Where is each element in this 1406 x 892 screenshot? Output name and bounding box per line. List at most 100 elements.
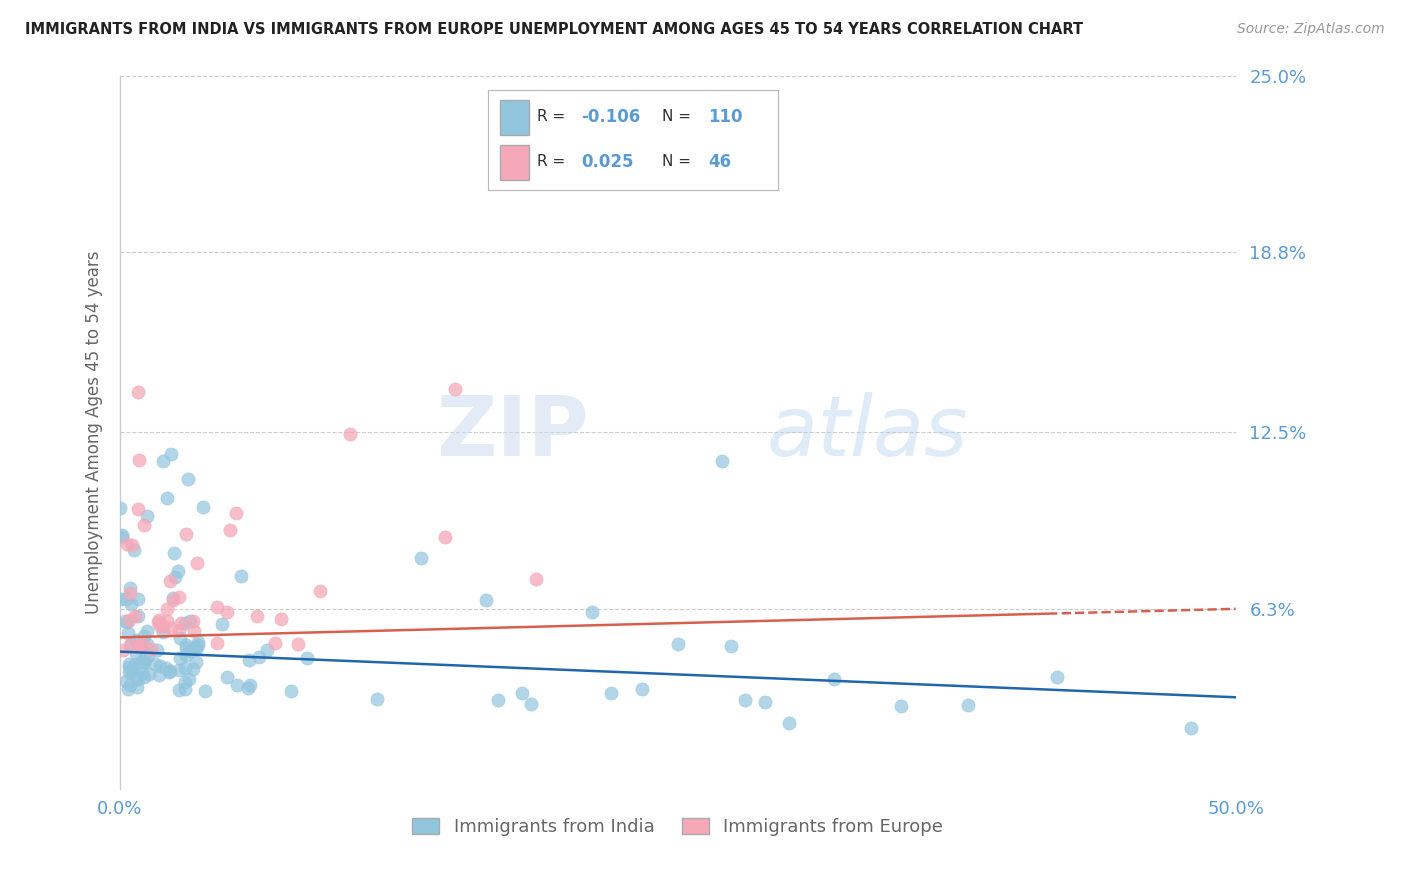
Point [156,491,179,506]
Point [236,681,259,696]
Point [711,453,734,467]
Point [122,543,145,558]
Point [114,591,136,606]
Point [143,657,166,671]
Point [160,447,183,461]
Point [778,715,800,730]
Point [170,616,193,631]
Point [174,648,197,663]
Point [186,556,208,570]
Point [114,674,136,689]
Text: IMMIGRANTS FROM INDIA VS IMMIGRANTS FROM EUROPE UNEMPLOYMENT AMONG AGES 45 TO 54: IMMIGRANTS FROM INDIA VS IMMIGRANTS FROM… [25,22,1084,37]
Point [125,670,148,684]
Point [120,678,142,692]
Point [118,613,141,627]
Point [567,169,589,183]
Point [184,655,207,669]
Point [956,698,979,712]
Point [297,650,319,665]
Point [510,685,533,699]
Point [132,517,155,532]
Point [148,614,170,628]
Point [229,569,252,583]
Point [115,536,138,550]
Point [246,609,269,624]
Point [599,686,621,700]
Point [152,619,174,633]
Point [118,638,141,652]
Point [205,636,228,650]
Point [152,624,174,639]
Text: atlas: atlas [768,392,969,473]
Point [129,640,152,655]
Point [218,523,240,537]
Y-axis label: Unemployment Among Ages 45 to 54 years: Unemployment Among Ages 45 to 54 years [86,251,103,614]
Point [131,665,153,680]
Point [156,614,179,628]
Point [215,670,238,684]
Point [169,632,191,646]
Point [167,682,190,697]
Point [186,640,208,655]
Point [181,615,204,629]
Point [118,659,141,673]
Point [309,584,332,599]
Point [163,546,186,560]
Point [366,692,388,706]
Point [411,550,433,565]
Point [146,643,169,657]
Point [155,661,177,675]
Point [270,612,292,626]
Point [134,647,156,661]
Point [179,614,201,628]
Point [287,637,309,651]
Point [160,621,183,635]
Point [159,574,181,589]
Point [339,426,361,441]
Point [112,643,135,657]
Text: Source: ZipAtlas.com: Source: ZipAtlas.com [1237,22,1385,37]
Point [156,602,179,616]
Point [225,678,247,692]
Point [581,605,603,619]
Point [173,675,195,690]
Point [890,698,912,713]
Point [823,672,845,686]
Point [167,623,190,637]
Point [131,654,153,668]
Point [169,650,191,665]
Point [125,632,148,647]
Point [124,608,146,623]
Point [128,453,150,467]
Legend: Immigrants from India, Immigrants from Europe: Immigrants from India, Immigrants from E… [405,811,950,844]
Point [118,657,141,671]
Point [117,665,139,680]
Point [127,609,149,624]
Point [120,597,142,611]
Point [183,624,205,639]
Point [217,605,239,619]
Point [174,616,197,631]
Point [148,667,170,681]
Point [280,684,302,698]
Point [256,643,278,657]
Point [520,698,543,712]
Point [1180,721,1202,735]
Point [121,537,143,551]
Point [174,661,197,675]
Point [120,663,142,677]
Point [127,639,149,653]
Point [444,382,467,396]
Point [127,502,149,516]
Point [127,384,149,399]
Point [239,678,262,692]
Point [225,506,247,520]
Point [132,629,155,643]
Point [124,657,146,671]
Point [238,653,260,667]
Point [247,650,270,665]
Point [666,637,689,651]
Point [191,500,214,515]
Point [117,682,139,697]
Point [114,615,136,629]
